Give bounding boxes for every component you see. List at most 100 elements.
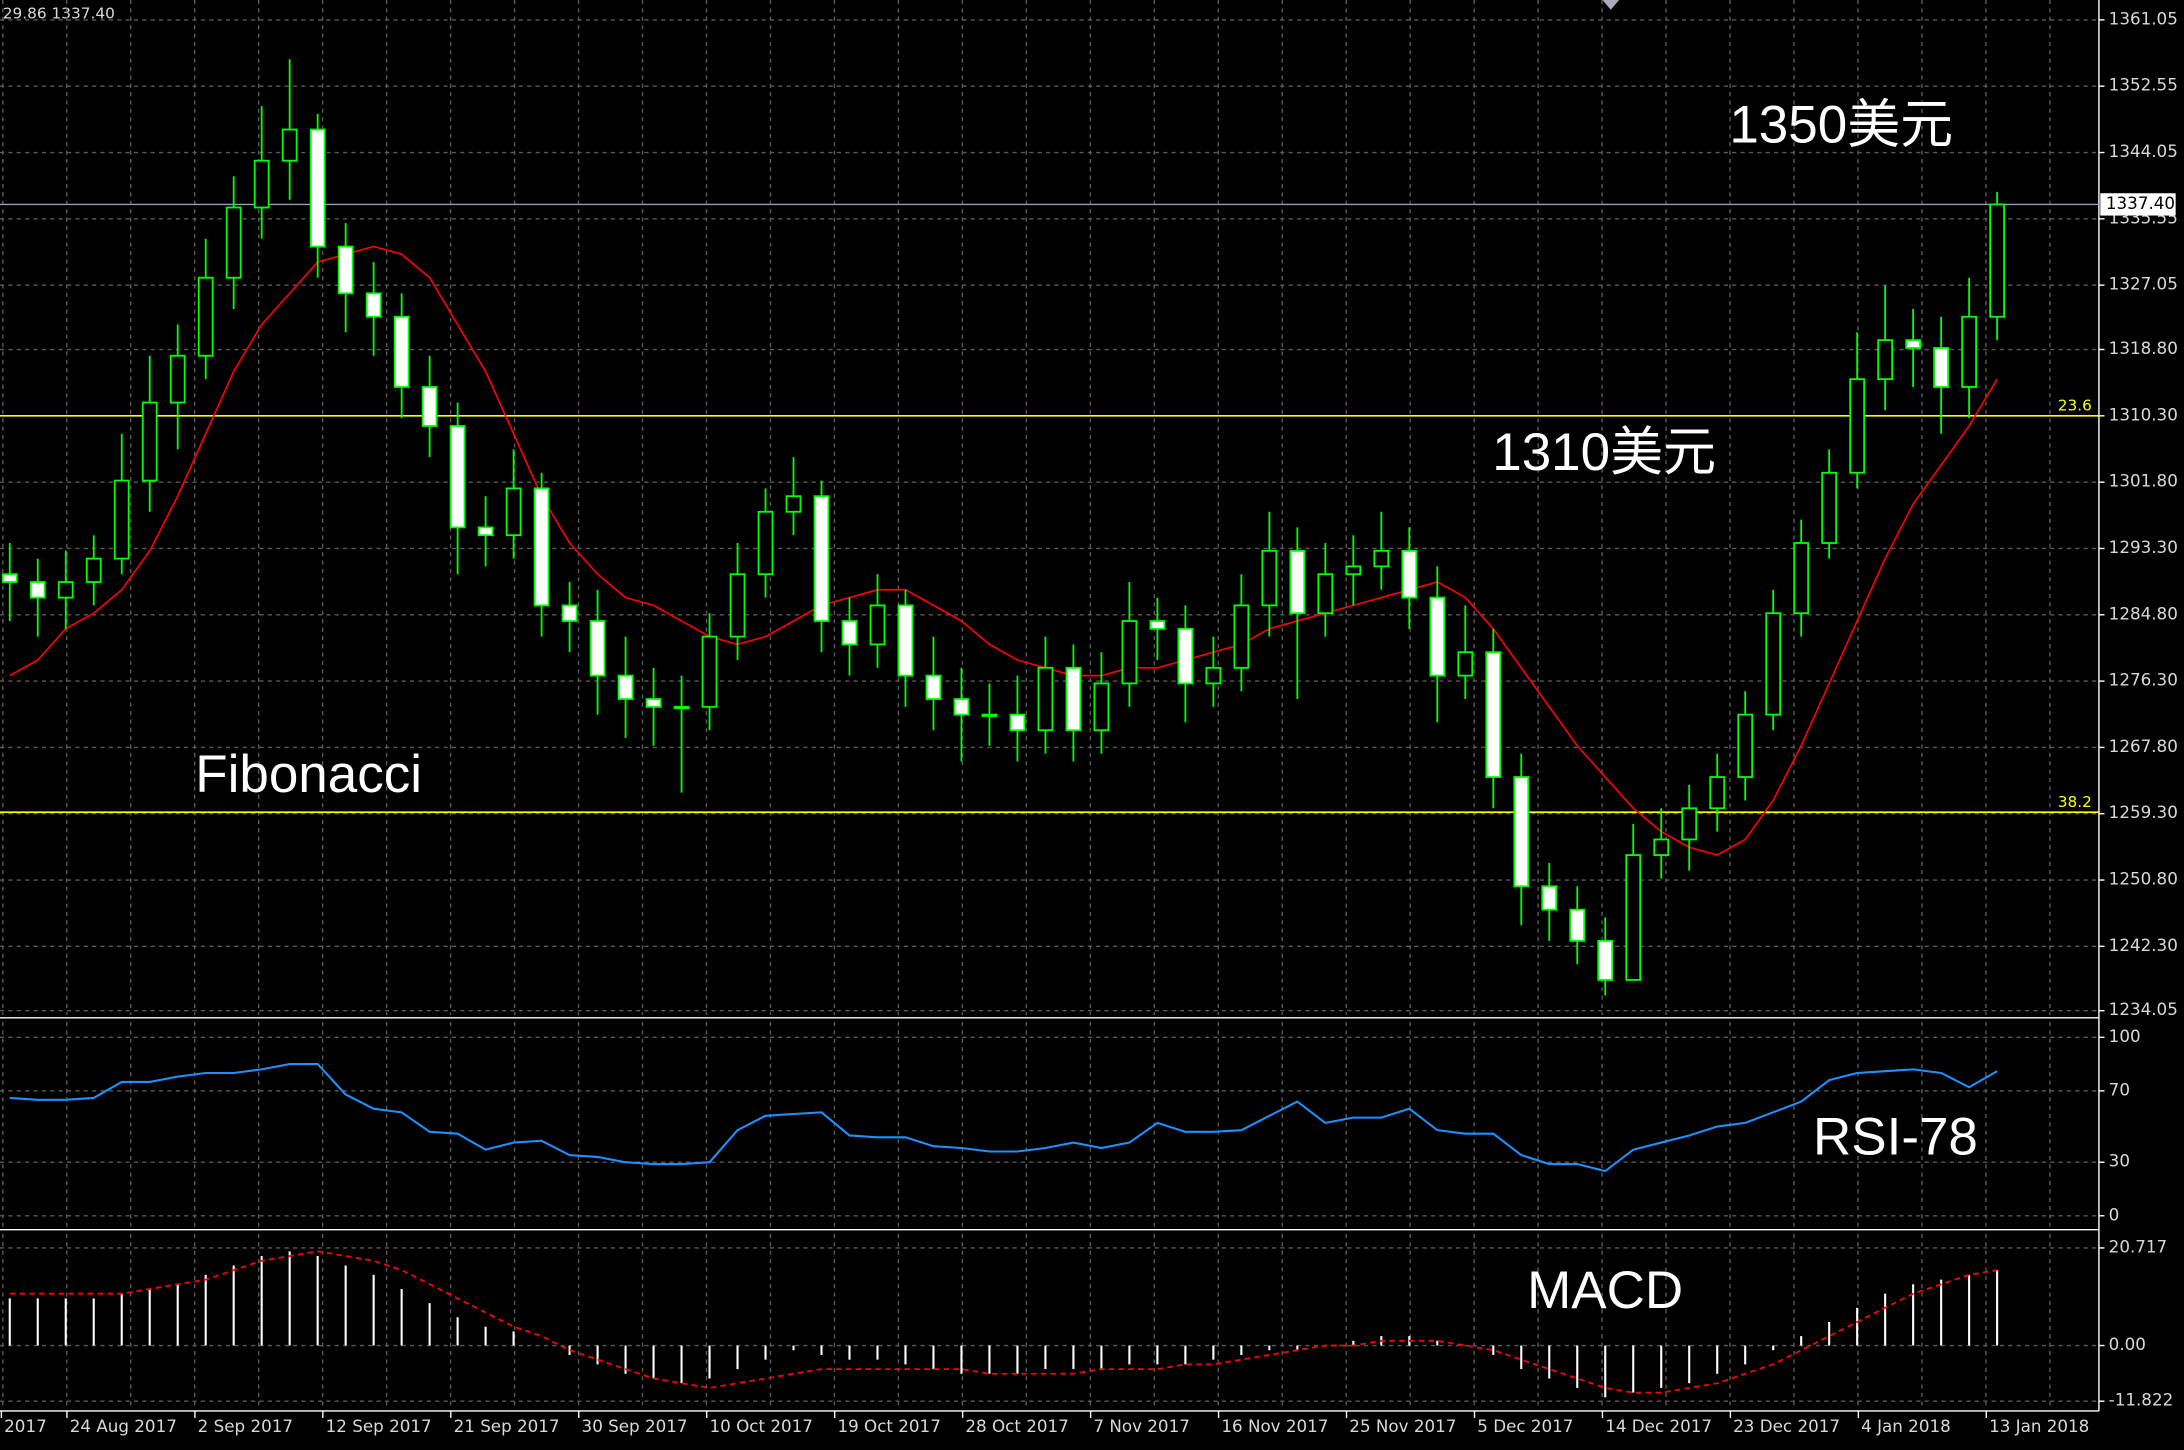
signal-line [9,1250,1998,1394]
x-tick-label: 16 Nov 2017 [1221,1416,1328,1436]
current-price-label: 1337.40 [2106,193,2175,213]
y-tick-label: 20.717 [2109,1236,2168,1256]
candle-body [1653,838,1670,856]
candle-body [1037,666,1054,732]
y-tick-label: 1267.80 [2109,736,2178,756]
y-tick-label: 1318.80 [2109,338,2178,358]
candle-body [757,510,774,576]
candle-body [1401,549,1418,599]
shift-marker [1602,0,1620,10]
candle-body [1457,651,1474,677]
annotation: Fibonacci [195,745,422,804]
candle-body [701,635,718,708]
annotation: 1350美元 [1729,95,1953,154]
candle-body [673,705,690,710]
candle-body [1877,339,1894,381]
y-tick-label: 1284.80 [2109,603,2178,623]
y-tick-label: 1276.30 [2109,670,2178,690]
candle-body [1569,908,1586,942]
x-tick-label: 5 Dec 2017 [1477,1416,1573,1436]
candle-body [1793,542,1810,615]
candle-body [505,487,522,537]
candle-body [869,604,886,646]
candle-body [953,698,970,716]
x-tick-label: 24 Aug 2017 [70,1416,177,1436]
x-tick-label: 14 Dec 2017 [1605,1416,1712,1436]
candle-body [1961,315,1978,388]
candle-body [1989,203,2005,318]
candle-body [477,526,494,537]
candle-body [1737,713,1754,778]
x-tick-label: 19 Oct 2017 [837,1416,940,1436]
candle-body [449,425,466,529]
x-tick-label: 25 Nov 2017 [1349,1416,1456,1436]
x-tick-label: 23 Dec 2017 [1733,1416,1840,1436]
candle-body [1541,885,1558,911]
candle-body [813,495,830,622]
candle-body [1289,549,1306,615]
candle-body [1905,339,1922,349]
candle-body [197,276,214,357]
candle-body [1429,596,1446,677]
candle-body [1009,713,1026,732]
x-tick-label: 2 Sep 2017 [198,1416,293,1436]
fib-label: 38.2 [2058,793,2092,811]
candle-body [589,620,606,677]
candle-body [785,495,802,513]
candle-body [1849,378,1866,474]
candle-body [365,292,382,318]
candle-body [253,159,270,209]
y-tick-label: 1242.30 [2109,935,2178,955]
candle-body [421,386,438,427]
candle-body [645,698,662,708]
candle-body [1513,776,1530,888]
candle-body [1625,854,1642,981]
rsi-line [9,1063,1998,1173]
candle-body [925,674,942,700]
y-tick-label: 1310.30 [2109,404,2178,424]
x-tick-label: 28 Oct 2017 [965,1416,1068,1436]
candle-body [1765,612,1782,716]
candle-body [841,620,858,646]
current-price-box [2100,193,2176,216]
candle-body [225,206,242,279]
y-tick-label: 1250.80 [2109,869,2178,889]
candle-body [1597,939,1614,981]
candle-body [29,581,46,599]
y-tick-label: 1352.55 [2109,75,2178,95]
candle-body [169,354,186,404]
candle-body [337,245,354,295]
candle-body [113,479,130,560]
candle-body [1317,573,1334,615]
y-tick-label: 1301.80 [2109,471,2178,491]
candle-body [1177,627,1194,685]
candle-body [1681,807,1698,841]
y-tick-label: 0.00 [2109,1334,2146,1354]
candle-body [1233,604,1250,669]
candle-body [1065,666,1082,732]
candle-body [141,401,158,482]
candle-body [393,315,410,388]
x-tick-label: 21 Sep 2017 [454,1416,560,1436]
y-tick-label: 1361.05 [2109,8,2178,28]
candle-body [1709,776,1726,810]
candle-body [281,128,298,162]
annotation: MACD [1527,1261,1683,1320]
candle-body [1121,620,1138,685]
candle-body [1933,347,1950,388]
x-tick-label: 13 Jan 2018 [1989,1416,2089,1436]
x-tick-label: 10 Oct 2017 [710,1416,813,1436]
candle-body [981,713,998,717]
header: 29.86 1337.40 [3,4,115,22]
candle-body [1261,549,1278,607]
candle-body [1485,651,1502,778]
x-tick-label: 12 Sep 2017 [326,1416,432,1436]
y-tick-label: 1234.05 [2109,999,2178,1019]
x-tick-label: 2017 [4,1416,47,1436]
candle-body [1149,620,1166,630]
annotation: 1310美元 [1492,423,1716,482]
candle-body [309,128,326,248]
candle-body [561,604,578,622]
